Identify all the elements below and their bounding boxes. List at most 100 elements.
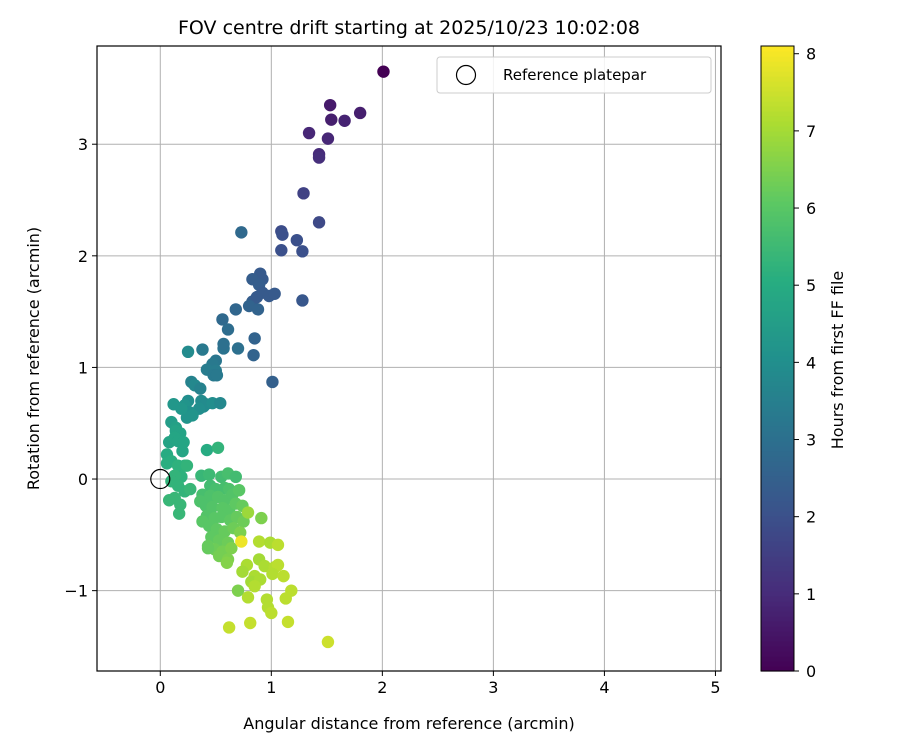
x-axis-ticks: 0 1 2 3 4 5 [155, 671, 721, 697]
colorbar-segment [761, 186, 794, 192]
colorbar-segment [761, 651, 794, 657]
colorbar-segment [761, 616, 794, 622]
colorbar-segment [761, 501, 794, 507]
y-tick-label: 3 [78, 135, 88, 154]
colorbar-segment [761, 271, 794, 277]
legend-marker [455, 64, 477, 86]
data-point [235, 535, 248, 548]
colorbar-segment [761, 526, 794, 532]
data-point [266, 375, 279, 389]
colorbar-segment [761, 581, 794, 587]
data-point [217, 337, 230, 351]
data-point [297, 187, 310, 200]
x-tick-label: 3 [488, 678, 498, 697]
colorbar-segment [761, 516, 794, 522]
data-point [210, 369, 224, 382]
data-point [202, 468, 216, 481]
colorbar-segment [761, 311, 794, 317]
colorbar-tick-label: 4 [806, 353, 816, 372]
data-point [290, 233, 304, 247]
colorbar-segment [761, 111, 794, 117]
colorbar-segment [761, 546, 794, 552]
colorbar-segment [761, 606, 794, 612]
colorbar-segment [761, 276, 794, 282]
colorbar-segment [761, 341, 794, 347]
data-point [321, 132, 335, 145]
y-tick-label: 1 [78, 358, 88, 377]
colorbar-segment [761, 121, 794, 127]
data-point [248, 579, 261, 593]
y-axis-ticks: −1 0 1 2 3 [64, 135, 97, 601]
data-point [312, 151, 326, 164]
colorbar-segment [761, 631, 794, 637]
colorbar-segment [761, 216, 794, 222]
data-point [211, 441, 225, 454]
colorbar-segment [761, 486, 794, 492]
colorbar-segment [761, 626, 794, 632]
data-point [281, 615, 295, 629]
colorbar-segment [761, 661, 794, 667]
x-tick-label: 4 [599, 678, 609, 697]
colorbar-segment [761, 551, 794, 557]
data-point [247, 348, 260, 362]
grid-lines [97, 46, 721, 671]
colorbar-segment [761, 46, 794, 52]
data-point [225, 542, 238, 555]
colorbar-segment [761, 506, 794, 512]
data-point [181, 345, 195, 359]
colorbar-segment [761, 221, 794, 227]
colorbar-segment [761, 346, 794, 352]
colorbar-segment [761, 176, 794, 182]
colorbar-segment [761, 181, 794, 187]
data-point [302, 126, 316, 140]
colorbar-tick-label: 1 [806, 585, 816, 604]
colorbar-segment [761, 261, 794, 267]
colorbar-ticks: 0 1 2 3 4 5 6 7 8 [794, 45, 816, 681]
colorbar-tick-label: 3 [806, 431, 816, 450]
colorbar-segment [761, 266, 794, 272]
colorbar-segment [761, 301, 794, 307]
colorbar-segment [761, 201, 794, 207]
data-point [216, 313, 229, 326]
data-point [162, 494, 176, 507]
data-point [194, 382, 207, 395]
colorbar-segment [761, 126, 794, 132]
data-point [279, 592, 292, 605]
colorbar-segment [761, 191, 794, 197]
data-point [265, 606, 278, 620]
data-point [275, 244, 288, 257]
colorbar-segment [761, 451, 794, 457]
colorbar-segment [761, 601, 794, 607]
data-point [377, 65, 390, 78]
colorbar-tick-label: 5 [806, 276, 816, 295]
colorbar-segment [761, 206, 794, 212]
colorbar-segment [761, 211, 794, 217]
colorbar-segment [761, 521, 794, 527]
colorbar-segment [761, 316, 794, 322]
colorbar-segment [761, 496, 794, 502]
colorbar-segment [761, 136, 794, 142]
data-point [160, 457, 174, 470]
colorbar-segment [761, 396, 794, 402]
data-point [180, 459, 194, 472]
data-point [266, 567, 279, 581]
data-point [229, 470, 242, 484]
colorbar-tick-label: 7 [806, 122, 816, 141]
data-point [206, 500, 219, 514]
colorbar-gradient [761, 46, 794, 672]
colorbar-tick-label: 2 [806, 508, 816, 527]
colorbar-segment [761, 226, 794, 232]
colorbar-segment [761, 656, 794, 662]
colorbar-segment [761, 356, 794, 362]
colorbar-tick-label: 8 [806, 45, 816, 64]
data-point [222, 621, 236, 634]
x-axis-label: Angular distance from reference (arcmin) [243, 714, 574, 733]
data-point [276, 228, 289, 241]
colorbar-segment [761, 406, 794, 412]
colorbar-segment [761, 81, 794, 87]
data-point [338, 114, 351, 127]
colorbar-segment [761, 491, 794, 497]
colorbar-label: Hours from first FF file [828, 271, 847, 450]
data-point [296, 294, 309, 307]
colorbar-segment [761, 306, 794, 312]
